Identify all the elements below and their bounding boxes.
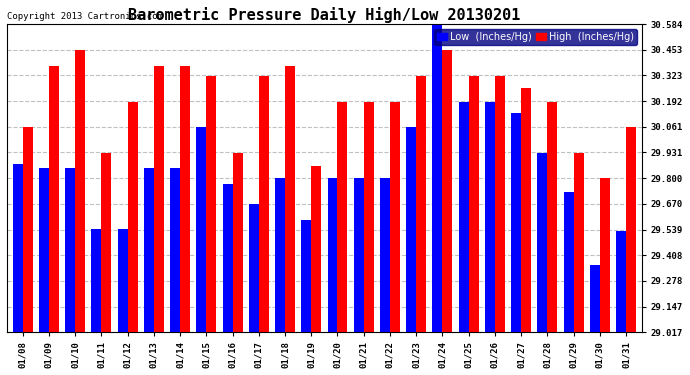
Text: Copyright 2013 Cartronics.com: Copyright 2013 Cartronics.com (7, 12, 163, 21)
Bar (416, 76, 426, 332)
Bar (337, 102, 348, 332)
Bar (101, 153, 111, 332)
Bar (573, 153, 584, 332)
Bar (233, 153, 242, 332)
Bar (485, 102, 495, 332)
Bar (406, 127, 416, 332)
Bar (600, 178, 610, 332)
Bar (521, 88, 531, 332)
Bar (511, 113, 521, 332)
Bar (433, 25, 442, 332)
Bar (154, 66, 164, 332)
Bar (144, 168, 154, 332)
Bar (538, 153, 547, 332)
Bar (616, 231, 626, 332)
Bar (180, 66, 190, 332)
Title: Barometric Pressure Daily High/Low 20130201: Barometric Pressure Daily High/Low 20130… (128, 7, 520, 23)
Bar (328, 178, 337, 332)
Bar (65, 168, 75, 332)
Bar (275, 178, 285, 332)
Bar (495, 76, 505, 332)
Bar (564, 192, 573, 332)
Bar (12, 165, 23, 332)
Bar (390, 102, 400, 332)
Bar (302, 219, 311, 332)
Bar (118, 230, 128, 332)
Bar (626, 127, 636, 332)
Bar (469, 76, 479, 332)
Bar (23, 127, 32, 332)
Bar (91, 230, 101, 332)
Bar (590, 265, 600, 332)
Legend: Low  (Inches/Hg), High  (Inches/Hg): Low (Inches/Hg), High (Inches/Hg) (434, 29, 637, 45)
Bar (128, 102, 137, 332)
Bar (285, 66, 295, 332)
Bar (223, 184, 233, 332)
Bar (459, 102, 469, 332)
Bar (442, 51, 453, 332)
Bar (206, 76, 216, 332)
Bar (380, 178, 390, 332)
Bar (75, 51, 85, 332)
Bar (364, 102, 374, 332)
Bar (311, 166, 322, 332)
Bar (259, 76, 268, 332)
Bar (170, 168, 180, 332)
Bar (49, 66, 59, 332)
Bar (354, 178, 364, 332)
Bar (39, 168, 49, 332)
Bar (249, 204, 259, 332)
Bar (197, 127, 206, 332)
Bar (547, 102, 558, 332)
